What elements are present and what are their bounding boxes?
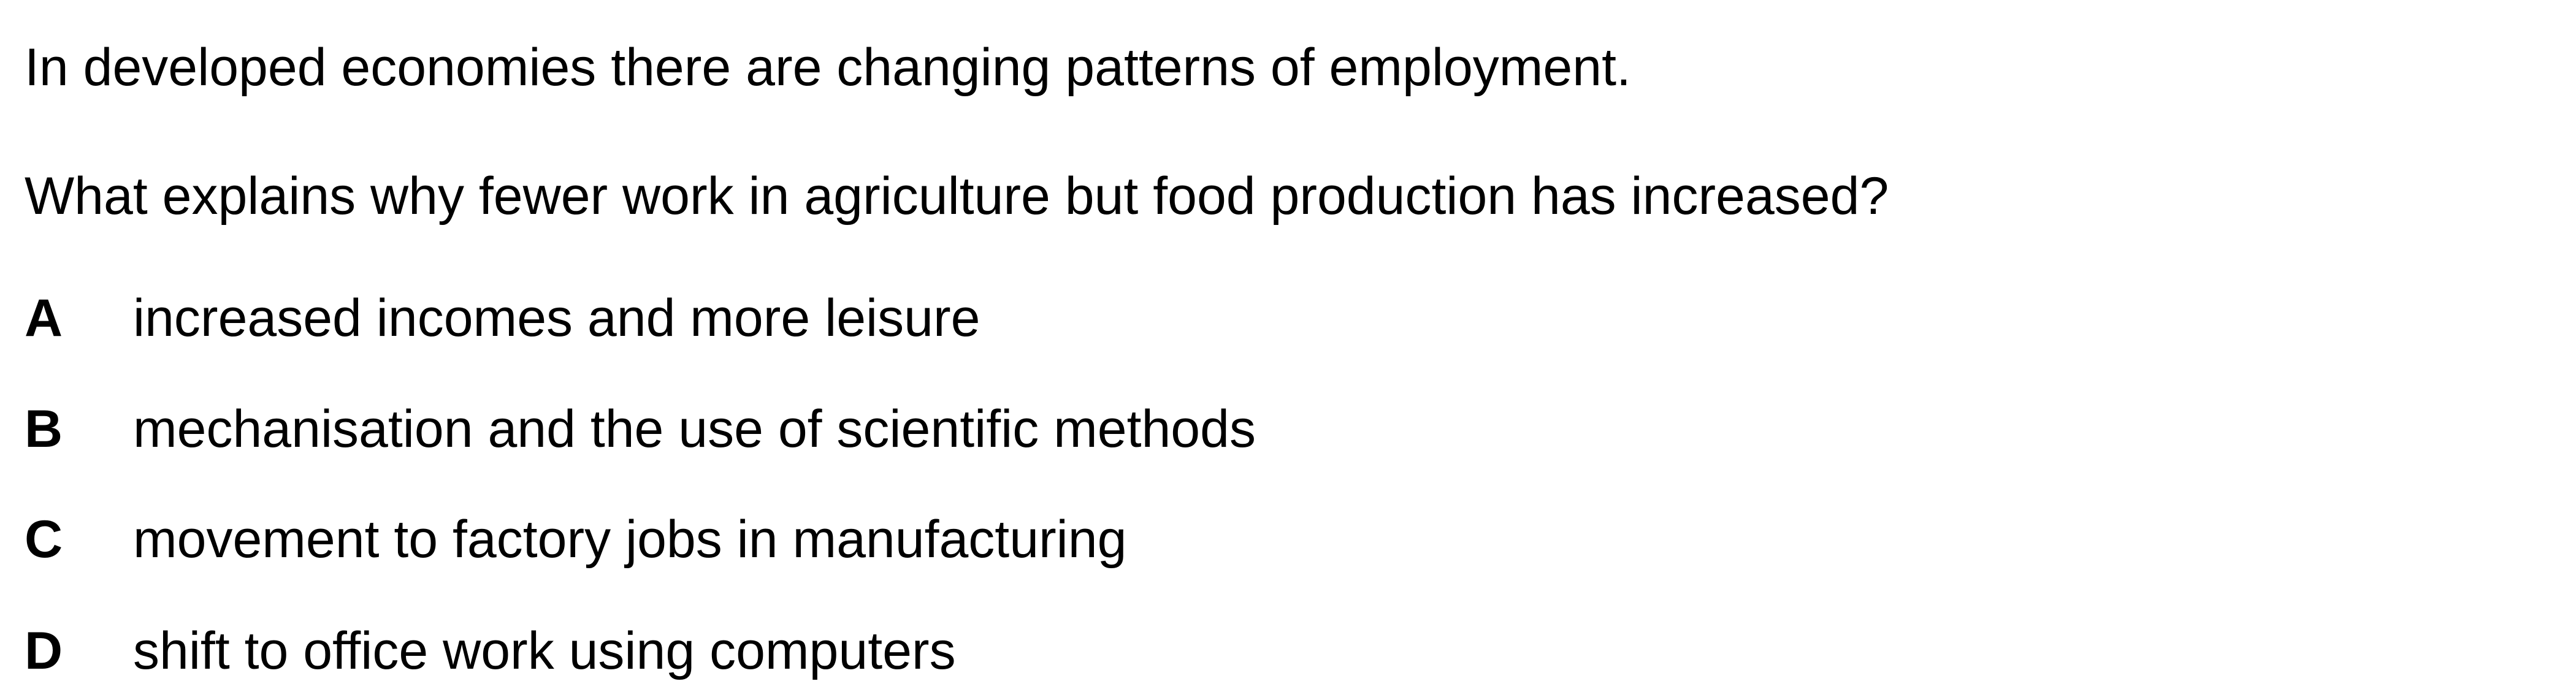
option-letter: C	[25, 510, 63, 569]
option-text: increased incomes and more leisure	[133, 289, 980, 348]
option-text: mechanisation and the use of scientific …	[133, 400, 1256, 458]
option-text: shift to office work using computers	[133, 622, 956, 680]
option-letter: B	[25, 400, 63, 458]
option-letter: D	[25, 622, 63, 680]
option-text: movement to factory jobs in manufacturin…	[133, 510, 1127, 569]
question-context: In developed economies there are changin…	[25, 38, 1631, 97]
option-letter: A	[25, 289, 63, 348]
question-prompt: What explains why fewer work in agricult…	[25, 167, 1889, 226]
